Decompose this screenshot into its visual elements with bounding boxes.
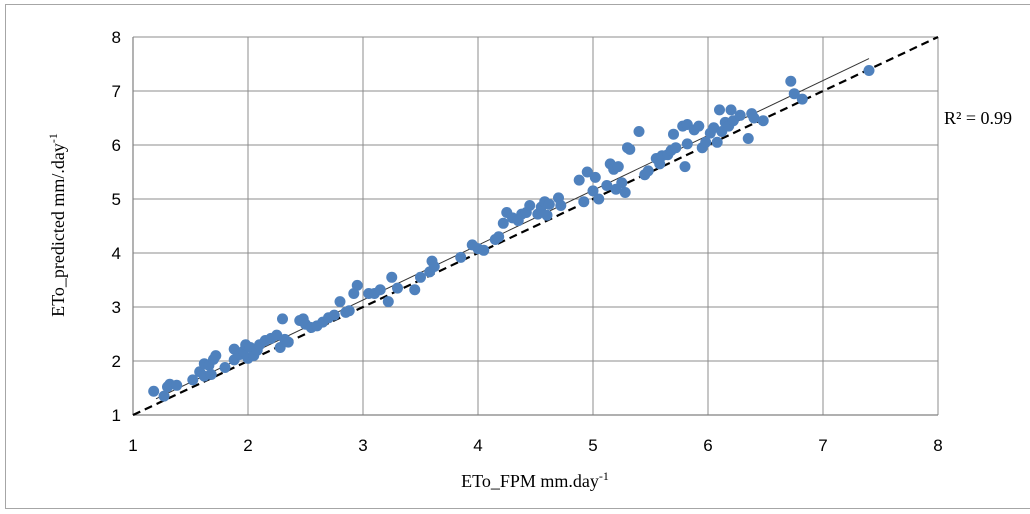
chart-frame [5,4,1030,509]
data-point [748,112,760,124]
data-point [409,284,421,296]
data-point [633,126,645,137]
y-tick-label: 5 [112,190,121,209]
x-axis-title: ETo_FPM mm.day-1 [461,469,609,491]
data-point [601,180,613,191]
x-tick-label: 2 [243,436,252,455]
data-point [277,313,288,325]
data-point [271,329,283,341]
data-point [497,217,509,229]
data-point [785,75,797,87]
data-point [668,128,679,140]
y-tick-label: 4 [112,244,121,263]
data-point [524,199,536,211]
data-point [587,185,599,197]
data-point [187,374,199,386]
data-point [619,187,631,199]
x-tick-label: 7 [818,436,827,455]
data-point [757,115,769,127]
data-point [734,109,746,121]
data-point [328,309,340,321]
y-tick-label: 6 [112,136,121,155]
data-point [428,261,440,272]
data-point [274,342,286,353]
data-point [392,282,403,294]
data-point [624,143,636,155]
data-point [863,64,875,76]
x-axis-title-sup: -1 [599,469,609,483]
data-point [714,104,725,116]
data-point [374,284,386,296]
data-point [455,251,467,263]
data-point [679,161,691,173]
y-axis-title-sup: -1 [46,133,60,143]
data-point [171,379,183,391]
axes [132,37,938,416]
x-tick-label: 3 [358,436,367,455]
data-point [415,271,426,283]
data-point [573,174,585,186]
data-points [148,64,875,402]
data-point [493,231,505,243]
data-point [742,133,754,145]
y-axis-title-text: ETo_predicted mm/.day [48,143,68,317]
data-point [670,142,682,154]
data-point [796,93,808,105]
data-point [581,166,593,178]
data-point [612,161,624,173]
data-point [148,385,160,397]
y-axis-title: ETo_predicted mm/.day-1 [46,133,68,317]
data-point [478,244,490,256]
data-point [282,336,294,348]
data-point [693,120,705,132]
x-tick-label: 6 [703,436,712,455]
y-tick-label: 8 [112,28,121,47]
tick-labels: 1 2 3 4 5 6 7 8 1 2 3 4 5 6 7 8 [112,28,943,455]
data-point [589,171,601,183]
data-point [681,138,693,150]
data-point [351,279,363,291]
y-tick-label: 1 [112,406,121,425]
data-point [343,305,355,317]
x-tick-label: 8 [933,436,942,455]
data-point [543,198,555,210]
y-tick-label: 7 [112,82,121,101]
data-point [711,136,723,148]
data-point [334,296,346,308]
data-point [642,165,654,177]
data-point [725,104,737,116]
y-tick-label: 2 [112,352,121,371]
y-tick-label: 3 [112,298,121,317]
data-point [788,88,800,100]
x-tick-label: 1 [128,436,137,455]
data-point [205,369,217,380]
data-point [593,193,605,205]
data-point [541,209,553,221]
x-tick-label: 4 [473,436,482,455]
data-point [158,390,170,402]
x-tick-label: 5 [588,436,597,455]
data-point [219,361,231,373]
x-axis-title-text: ETo_FPM mm.day [461,471,599,491]
data-point [210,350,222,362]
data-point [616,177,628,189]
data-point [578,196,590,208]
r-squared-annotation: R² = 0.99 [944,108,1012,128]
data-point [555,199,567,211]
data-point [700,136,712,148]
data-point [382,296,394,308]
data-point [386,271,398,283]
